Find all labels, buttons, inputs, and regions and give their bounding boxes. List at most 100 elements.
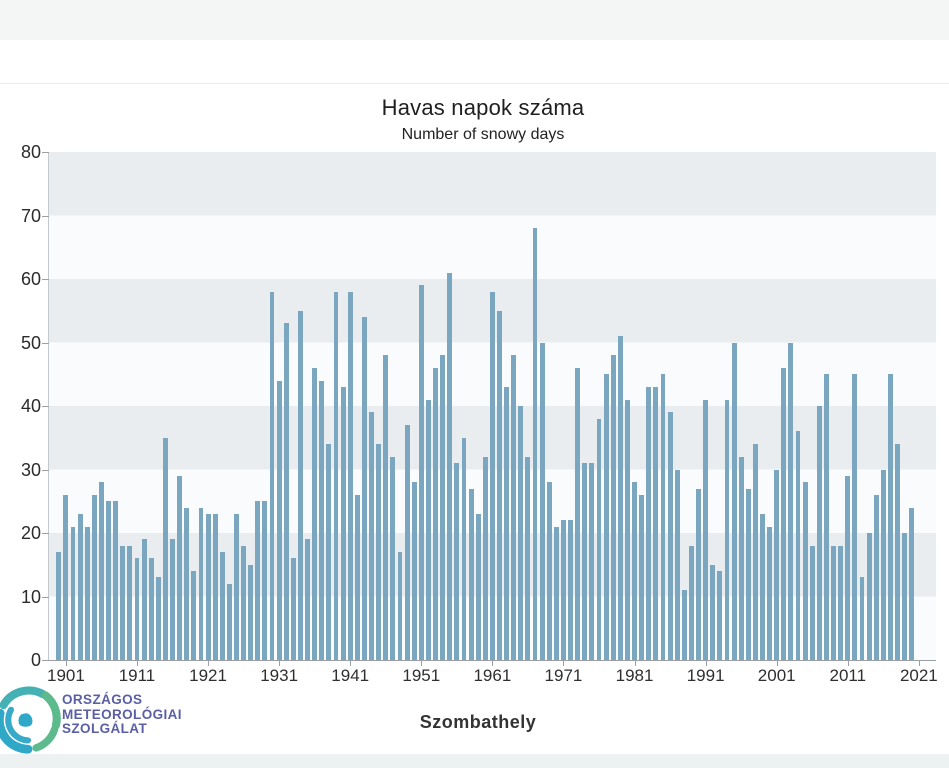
bar-1945 (376, 444, 382, 660)
bar-1980 (624, 399, 630, 660)
bar-1974 (582, 463, 588, 660)
bar-1926 (241, 545, 247, 660)
bar-1937 (319, 380, 325, 660)
bar-2013 (859, 577, 865, 660)
bar-2002 (781, 367, 787, 660)
bar-1990 (696, 488, 701, 660)
x-axis-label-1931: 1931 (260, 666, 299, 685)
x-tick-1921 (208, 660, 210, 666)
x-axis-label-1971: 1971 (544, 666, 583, 685)
x-axis-label-1991: 1991 (686, 666, 725, 685)
bar-1999 (760, 513, 765, 660)
bar-1908 (113, 501, 119, 660)
bar-1906 (98, 482, 104, 660)
bar-1954 (440, 355, 446, 660)
y-axis-label-50: 50 (20, 332, 41, 353)
bar-1904 (84, 526, 90, 660)
station-label: Szombathely (419, 712, 537, 732)
bar-2020 (909, 507, 915, 660)
bar-2005 (802, 482, 808, 660)
bar-2004 (795, 431, 801, 660)
bar-1927 (248, 564, 254, 660)
bar-1914 (155, 577, 161, 660)
bar-1911 (134, 558, 140, 660)
bar-1920 (198, 507, 204, 660)
bar-1928 (255, 501, 261, 660)
y-axis-label-10: 10 (20, 586, 41, 607)
bar-1923 (219, 552, 225, 660)
bar-2007 (816, 406, 822, 660)
bar-1924 (226, 583, 232, 660)
bar-1996 (738, 456, 744, 660)
y-axis-label-20: 20 (20, 523, 41, 543)
bar-1955 (447, 272, 453, 660)
x-tick-1901 (65, 660, 67, 666)
y-axis-label-30: 30 (20, 459, 41, 480)
bar-2006 (809, 545, 815, 660)
bar-1962 (497, 310, 502, 660)
bar-1959 (475, 513, 481, 660)
y-tick-50 (42, 342, 49, 344)
bar-1969 (546, 482, 552, 660)
bar-1960 (482, 456, 488, 660)
bar-2008 (824, 374, 829, 660)
x-axis-label-1901: 1901 (46, 666, 85, 685)
x-axis-label-1941: 1941 (331, 666, 370, 685)
bar-2014 (866, 533, 872, 660)
bar-1916 (170, 539, 175, 660)
bar-1915 (162, 437, 168, 660)
bar-1902 (70, 526, 76, 660)
x-tick-1911 (136, 660, 138, 666)
omsz-logo-line1: ORSZÁGOS (62, 692, 143, 707)
bar-2012 (852, 374, 858, 660)
x-axis-label-1921: 1921 (189, 666, 227, 685)
bar-1986 (667, 412, 673, 660)
bar-1998 (752, 444, 758, 660)
omsz-logo: ORSZÁGOS METEOROLÓGIAI SZOLGÁLAT (0, 684, 260, 760)
bar-1913 (148, 558, 154, 660)
bar-1903 (77, 513, 83, 660)
y-tick-10 (42, 596, 49, 598)
x-axis-label-2001: 2001 (757, 666, 796, 685)
x-tick-1991 (705, 660, 707, 666)
bar-1987 (674, 469, 680, 660)
bar-1991 (703, 399, 709, 660)
bar-1968 (539, 342, 545, 660)
y-axis-label-60: 60 (20, 269, 41, 289)
bar-1984 (653, 386, 659, 660)
x-tick-1941 (350, 660, 352, 666)
omsz-swirl-icon (0, 686, 61, 754)
bar-1951 (418, 285, 424, 660)
bar-1909 (120, 545, 126, 660)
bar-1905 (91, 494, 97, 660)
bar-1933 (290, 558, 296, 660)
bar-1995 (731, 342, 737, 660)
bar-2016 (880, 469, 886, 660)
x-tick-2001 (776, 660, 778, 666)
bar-1938 (326, 444, 332, 660)
x-tick-1971 (563, 660, 565, 666)
bar-1912 (141, 539, 147, 660)
bar-1989 (688, 545, 694, 660)
x-tick-1951 (421, 660, 423, 666)
bar-1973 (575, 367, 581, 660)
y-tick-0 (42, 660, 49, 661)
bar-2001 (774, 469, 780, 660)
bar-1963 (504, 386, 510, 660)
bar-1900 (56, 552, 62, 660)
header-divider (0, 83, 949, 84)
bar-1988 (681, 590, 687, 660)
bar-1983 (646, 386, 652, 660)
x-axis-label-1951: 1951 (402, 666, 441, 685)
bar-1956 (454, 463, 460, 660)
x-axis-label-1961: 1961 (473, 666, 512, 685)
bar-1966 (525, 456, 531, 660)
bar-1940 (340, 386, 346, 660)
y-tick-30 (42, 469, 49, 471)
y-tick-80 (42, 152, 49, 153)
bar-2018 (895, 444, 900, 660)
bar-1971 (561, 520, 566, 660)
omsz-logo-text: ORSZÁGOS METEOROLÓGIAI SZOLGÁLAT (62, 692, 182, 737)
bar-1947 (390, 456, 396, 660)
y-tick-20 (42, 533, 49, 534)
